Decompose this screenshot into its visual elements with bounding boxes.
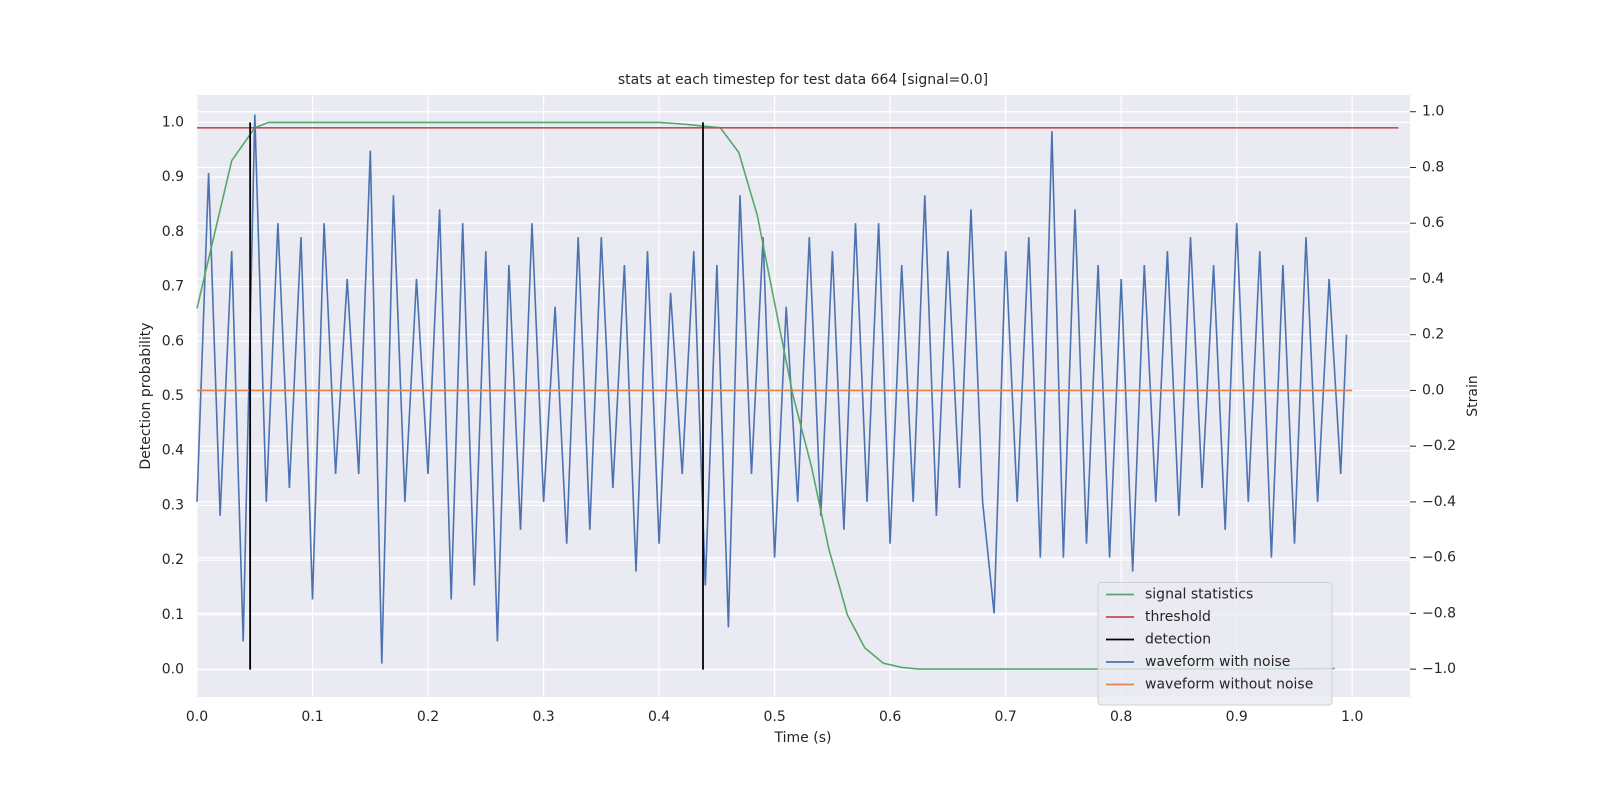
y-tick-label: 0.6 bbox=[162, 333, 184, 349]
y-tick-label: 0.2 bbox=[162, 552, 184, 568]
x-tick-label: 0.0 bbox=[186, 709, 208, 725]
y-tick-label: 0.4 bbox=[162, 443, 184, 459]
x-tick-label: 0.1 bbox=[301, 709, 323, 725]
chart-title: stats at each timestep for test data 664… bbox=[618, 72, 988, 88]
y2-tick-label: −1.0 bbox=[1422, 661, 1456, 677]
y-tick-label: 1.0 bbox=[162, 114, 184, 130]
y2-tick-label: 1.0 bbox=[1422, 104, 1444, 120]
x-tick-label: 0.7 bbox=[995, 709, 1017, 725]
y-tick-label: 0.9 bbox=[162, 169, 184, 185]
y-tick-label: 0.1 bbox=[162, 607, 184, 623]
y-tick-label: 0.0 bbox=[162, 662, 184, 678]
x-tick-label: 0.2 bbox=[417, 709, 439, 725]
legend-label: waveform with noise bbox=[1145, 654, 1290, 670]
x-tick-label: 0.6 bbox=[879, 709, 901, 725]
y-tick-label: 0.8 bbox=[162, 224, 184, 240]
y2-tick-label: −0.4 bbox=[1422, 494, 1456, 510]
y2-tick-label: 0.8 bbox=[1422, 159, 1444, 175]
y2-tick-label: 0.4 bbox=[1422, 271, 1444, 287]
y-tick-label: 0.7 bbox=[162, 279, 184, 295]
y-tick-label: 0.3 bbox=[162, 497, 184, 513]
legend-label: threshold bbox=[1145, 609, 1211, 625]
y2-tick-label: −0.6 bbox=[1422, 550, 1456, 566]
legend-label: waveform without noise bbox=[1145, 677, 1313, 693]
y2-tick-label: −0.8 bbox=[1422, 605, 1456, 621]
x-axis-label: Time (s) bbox=[774, 730, 832, 746]
legend-box bbox=[1097, 582, 1333, 706]
y2-axis-label: Strain bbox=[1465, 375, 1481, 416]
x-tick-label: 0.8 bbox=[1110, 709, 1132, 725]
y2-tick-label: 0.2 bbox=[1422, 327, 1444, 343]
legend-label: detection bbox=[1145, 632, 1211, 648]
y2-tick-label: −0.2 bbox=[1422, 438, 1456, 454]
y2-tick-label: 0.0 bbox=[1422, 382, 1444, 398]
x-tick-label: 0.3 bbox=[532, 709, 554, 725]
y-axis-label: Detection probability bbox=[138, 322, 154, 469]
x-tick-label: 0.4 bbox=[648, 709, 670, 725]
y2-tick-label: 0.6 bbox=[1422, 215, 1444, 231]
series-line bbox=[196, 114, 1348, 664]
series-line bbox=[196, 121, 1335, 670]
x-tick-label: 0.5 bbox=[763, 709, 785, 725]
x-tick-label: 1.0 bbox=[1341, 709, 1363, 725]
y-tick-label: 0.5 bbox=[162, 388, 184, 404]
legend-label: signal statistics bbox=[1145, 587, 1253, 603]
x-tick-label: 0.9 bbox=[1226, 709, 1248, 725]
